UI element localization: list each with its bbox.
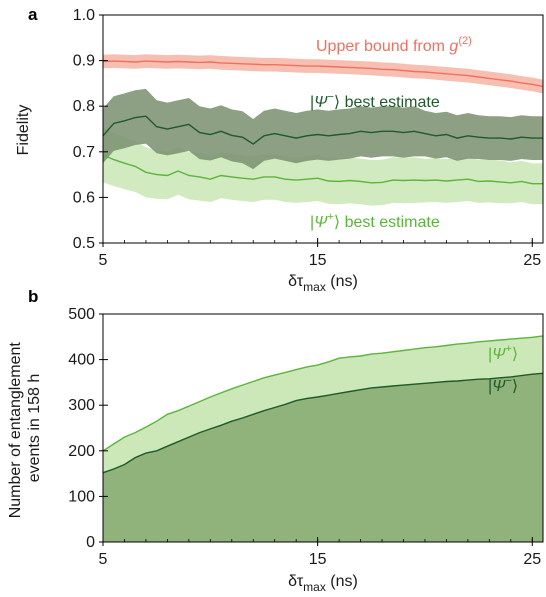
panel-a-ylabel: Fidelity: [15, 105, 32, 156]
panel-a-xlabel: δτmax (ns): [288, 273, 358, 294]
panel-b-label: b: [28, 287, 38, 306]
upper-bound-g: g: [449, 38, 458, 55]
panel-a-xtick-label: 25: [523, 252, 541, 269]
panel-a-ytick-label: 0.5: [73, 235, 95, 252]
panel-b-ticks: 0 100 200 300 400 500 5 15 25: [68, 306, 541, 568]
psi-minus-sign-a: −: [327, 91, 333, 103]
psi-minus-sign-b: −: [505, 375, 511, 387]
panel-a-xtick-label: 5: [99, 252, 108, 269]
panel-b-xtick-label: 15: [309, 551, 327, 568]
psi-plus-sign-b: +: [505, 343, 511, 355]
panel-b-ytick-label: 400: [68, 352, 95, 369]
upper-bound-text: Upper bound from: [316, 38, 449, 55]
panel-a-ticks: 0.5 0.6 0.7 0.8 0.9 1.0 5 15 25: [73, 7, 542, 269]
panel-a-ytick-label: 0.9: [73, 53, 95, 70]
upper-bound-sup: (2): [458, 35, 471, 47]
band-2: [103, 127, 543, 206]
psi-plus-best-estimate: best estimate: [345, 214, 440, 231]
series-line-1: [102, 115, 543, 145]
panel-b-ylabel: Number of entanglement events in 158 h: [7, 338, 43, 519]
panel-a-ytick-label: 1.0: [73, 7, 95, 24]
area-1: [103, 373, 543, 542]
panel-a-lines: [102, 60, 544, 185]
panel-b-ytick-label: 200: [68, 443, 95, 460]
panel-b-xlabel: δτmax (ns): [288, 573, 358, 594]
panel-a-ytick-label: 0.6: [73, 189, 95, 206]
psi-minus-annotation-b: |Ψ−⟩: [488, 375, 518, 395]
band-1: [103, 88, 543, 170]
band-0: [103, 54, 543, 94]
panel-b-xtick-label: 25: [523, 551, 541, 568]
panel-b-ytick-label: 100: [68, 488, 95, 505]
psi-minus-annotation: |Ψ−⟩ best estimate: [310, 91, 440, 111]
upper-bound-annotation: Upper bound from g(2): [316, 35, 472, 55]
panel-b-areas: [103, 335, 543, 542]
panel-a-xtick-label: 15: [309, 252, 327, 269]
panel-b-lines: [102, 335, 544, 474]
area-line-0: [102, 335, 544, 452]
panel-b-frame: [102, 313, 544, 543]
series-line-2: [102, 154, 543, 185]
series-line-0: [102, 60, 544, 88]
panel-a-ytick-label: 0.7: [73, 144, 95, 161]
panel-b-xtick-label: 5: [99, 551, 108, 568]
panel-b-ytick-label: 0: [86, 534, 95, 551]
psi-plus-sign-a: +: [327, 211, 333, 223]
panel-a-ytick-label: 0.8: [73, 98, 95, 115]
panel-a-frame: [102, 14, 544, 244]
psi-plus-annotation-b: |Ψ+⟩: [488, 343, 518, 363]
area-line-1: [102, 372, 544, 474]
panel-a-bands: [103, 54, 543, 206]
panel-b-ytick-label: 500: [68, 306, 95, 323]
panel-b-ytick-label: 300: [68, 397, 95, 414]
panel-a-label: a: [28, 5, 38, 24]
psi-plus-annotation: |Ψ+⟩ best estimate: [310, 211, 440, 231]
psi-minus-best-estimate: best estimate: [345, 94, 440, 111]
